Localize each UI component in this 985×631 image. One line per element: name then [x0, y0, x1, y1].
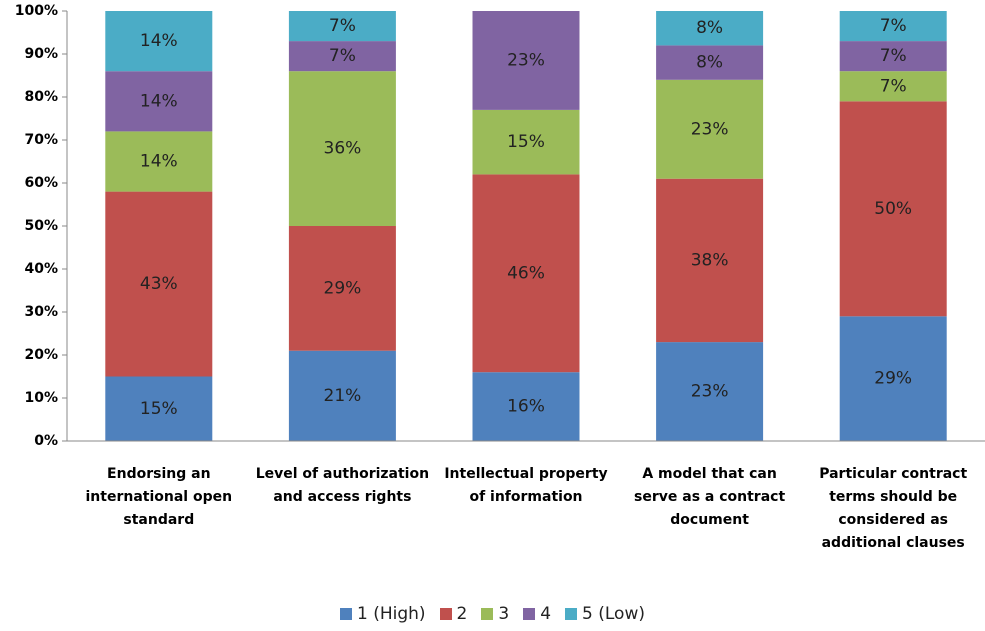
bar-segment	[656, 342, 764, 441]
legend-swatch	[481, 608, 494, 620]
y-tick-label: 30%	[24, 304, 58, 320]
legend-swatch	[339, 608, 352, 620]
bar-segment	[839, 101, 947, 317]
data-label: 7%	[329, 46, 356, 66]
data-label: 29%	[324, 278, 362, 298]
bar-segment	[105, 376, 213, 441]
y-tick-label: 10%	[24, 390, 58, 406]
legend-item: 4	[523, 604, 551, 624]
x-tick-label: Endorsing an international open standard	[85, 466, 233, 528]
data-label: 36%	[324, 139, 362, 159]
bar-segment	[105, 191, 213, 377]
legend-item: 3	[481, 604, 509, 624]
bar-segment	[656, 45, 764, 80]
legend-label: 5 (Low)	[582, 604, 645, 624]
legend-label: 1 (High)	[356, 604, 426, 624]
bar-segment	[472, 11, 580, 110]
legend-swatch	[565, 608, 578, 620]
y-tick-label: 40%	[24, 261, 58, 277]
y-tick-label: 50%	[24, 218, 58, 234]
bar-segment	[288, 350, 396, 441]
data-label: 21%	[324, 386, 362, 406]
data-label: 16%	[507, 397, 545, 417]
data-label: 38%	[691, 250, 729, 270]
y-tick-label: 90%	[24, 46, 58, 62]
bar-segment	[105, 131, 213, 192]
data-label: 14%	[140, 152, 178, 172]
legend-item: 5 (Low)	[565, 604, 645, 624]
bar-segment	[288, 226, 396, 351]
data-label: 7%	[880, 46, 907, 66]
data-label: 23%	[507, 50, 545, 70]
x-tick-label: Intellectual property of information	[444, 466, 608, 505]
legend-label: 2	[456, 604, 468, 624]
x-tick-label: A model that can serve as a contract doc…	[634, 466, 786, 528]
legend: 1 (High) 2 3 4 5 (Low)	[0, 604, 985, 624]
bar-segment	[839, 11, 947, 42]
bar-segment	[105, 11, 213, 72]
data-label: 7%	[329, 16, 356, 36]
y-tick-label: 100%	[15, 3, 58, 19]
y-tick-label: 0%	[34, 433, 58, 449]
data-label: 14%	[140, 91, 178, 111]
bar-segment	[472, 109, 580, 175]
bar-segment	[839, 41, 947, 72]
bar-segment	[472, 174, 580, 373]
bar-segment	[472, 372, 580, 441]
data-label: 43%	[140, 274, 178, 294]
data-label: 14%	[140, 31, 178, 51]
x-tick-label: Level of authorization and access rights	[255, 466, 430, 505]
x-tick-label: Particular contract terms should be cons…	[819, 466, 968, 551]
y-tick-label: 80%	[24, 89, 58, 105]
data-label: 7%	[880, 76, 907, 96]
data-label: 7%	[880, 16, 907, 36]
data-label: 23%	[691, 119, 729, 139]
bar-segment	[288, 41, 396, 72]
bar-segment	[105, 71, 213, 132]
bar-segment	[288, 11, 396, 42]
y-tick-label: 20%	[24, 347, 58, 363]
legend-label: 4	[540, 604, 552, 624]
bar-segment	[288, 71, 396, 226]
legend-label: 3	[498, 604, 510, 624]
y-tick-label: 70%	[24, 132, 58, 148]
legend-swatch	[439, 608, 452, 620]
data-label: 50%	[874, 199, 912, 219]
bar-segment	[839, 316, 947, 441]
data-label: 23%	[691, 382, 729, 402]
y-tick-label: 60%	[24, 175, 58, 191]
data-label: 8%	[696, 18, 723, 38]
data-label: 15%	[140, 399, 178, 419]
bar-segment	[656, 79, 764, 179]
legend-swatch	[523, 608, 536, 620]
bar-segment	[839, 71, 947, 102]
legend-item: 2	[439, 604, 468, 624]
data-label: 46%	[507, 263, 545, 283]
bar-segment	[656, 178, 764, 343]
data-label: 8%	[696, 53, 723, 73]
legend-item: 1 (High)	[339, 604, 426, 624]
data-label: 15%	[507, 132, 545, 152]
data-label: 29%	[874, 369, 912, 389]
bar-segment	[656, 11, 764, 46]
